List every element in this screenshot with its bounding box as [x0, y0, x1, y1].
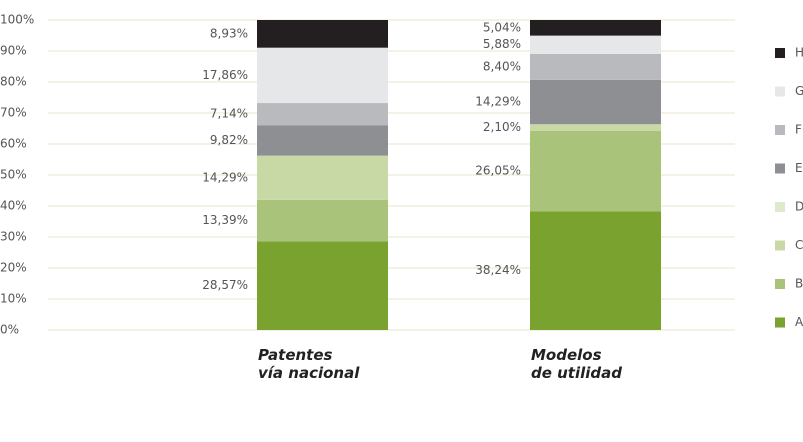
y-tick-label: 20%	[0, 261, 27, 275]
y-tick-label: 10%	[0, 292, 27, 306]
value-label: 26,05%	[475, 164, 521, 178]
category-label: Patentes vía nacional	[258, 346, 360, 382]
bar-segment	[530, 211, 661, 330]
bar-segment	[257, 20, 388, 48]
bar-segment	[530, 130, 661, 212]
legend-swatch	[775, 48, 785, 58]
value-label: 8,40%	[483, 59, 521, 73]
value-label: 14,29%	[475, 95, 521, 109]
legend-label: H	[795, 46, 803, 60]
value-label: 8,93%	[210, 26, 248, 40]
legend-swatch	[775, 317, 785, 328]
legend-label: F	[795, 123, 802, 137]
bar-segment	[530, 35, 661, 54]
value-label: 7,14%	[210, 107, 248, 121]
y-tick-label: 0%	[0, 323, 19, 337]
legend-swatch	[775, 279, 785, 289]
legend-swatch	[775, 240, 785, 251]
y-tick-label: 90%	[0, 44, 27, 58]
category-label: Modelos de utilidad	[531, 346, 622, 382]
bar-segment	[530, 20, 661, 36]
bar-segment	[257, 241, 388, 330]
value-label: 5,04%	[483, 20, 521, 34]
y-tick-label: 70%	[0, 106, 27, 120]
legend-swatch	[775, 163, 785, 174]
legend-label: E	[795, 161, 803, 175]
legend-label: G	[795, 84, 803, 98]
value-label: 9,82%	[210, 133, 248, 147]
bar-segment	[257, 125, 388, 156]
value-label: 14,29%	[202, 170, 248, 184]
bar-segment	[530, 79, 661, 125]
legend-label: B	[795, 277, 803, 291]
value-label: 13,39%	[202, 213, 248, 227]
y-tick-label: 30%	[0, 230, 27, 244]
legend-swatch	[775, 125, 785, 135]
bar-segment	[530, 124, 661, 131]
value-label: 2,10%	[483, 120, 521, 134]
value-label: 17,86%	[202, 68, 248, 82]
value-label: 5,88%	[483, 37, 521, 51]
legend-label: C	[795, 238, 803, 252]
y-tick-label: 40%	[0, 199, 27, 213]
y-tick-label: 80%	[0, 75, 27, 89]
legend-swatch	[775, 86, 785, 97]
bar-segment	[257, 103, 388, 126]
bar-segment	[257, 155, 388, 200]
legend-swatch	[775, 202, 785, 212]
bar-segment	[257, 199, 388, 242]
value-label: 38,24%	[475, 263, 521, 277]
legend-label: A	[795, 315, 803, 329]
bar-segment	[530, 53, 661, 80]
y-tick-label: 60%	[0, 137, 27, 151]
legend-label: D	[795, 200, 803, 214]
bar-segment	[257, 47, 388, 104]
value-label: 28,57%	[202, 278, 248, 292]
y-tick-label: 100%	[0, 13, 34, 27]
y-tick-label: 50%	[0, 168, 27, 182]
